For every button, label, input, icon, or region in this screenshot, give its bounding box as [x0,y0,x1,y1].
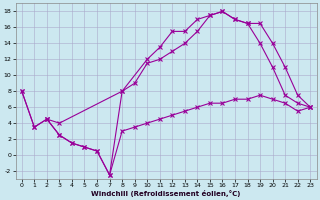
X-axis label: Windchill (Refroidissement éolien,°C): Windchill (Refroidissement éolien,°C) [91,190,241,197]
